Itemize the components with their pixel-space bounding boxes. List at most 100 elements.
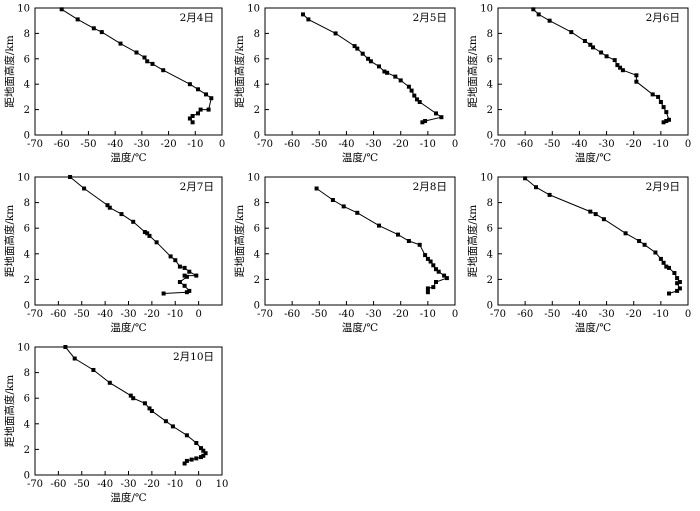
- data-point: [182, 273, 187, 278]
- data-point: [187, 269, 192, 274]
- panel-5: -70 -60 -50 -40 -30 -20 -10 0 0 2 4 6 8 10 温度/℃ 距地面高度/k…: [233, 173, 458, 335]
- data-point: [591, 45, 595, 50]
- data-point: [431, 285, 436, 290]
- data-point: [163, 419, 168, 424]
- x-axis-title: 温度/℃: [110, 321, 147, 334]
- data-point: [107, 205, 112, 210]
- data-point: [149, 409, 154, 413]
- data-point: [417, 242, 422, 247]
- data-point: [377, 223, 381, 228]
- x-tick-label: 0: [219, 139, 225, 150]
- x-tick-label: -60: [284, 309, 300, 320]
- x-axis-title: 温度/℃: [342, 321, 379, 334]
- data-point: [68, 175, 73, 179]
- data-point: [198, 107, 203, 112]
- x-axis-title: 温度/℃: [575, 151, 612, 164]
- profile-line: [532, 8, 670, 123]
- data-point: [177, 280, 182, 284]
- data-point: [615, 63, 620, 68]
- x-tick-label: -50: [74, 479, 90, 490]
- data-point: [444, 276, 449, 281]
- profile-line: [302, 14, 443, 123]
- data-point: [612, 58, 617, 63]
- data-point: [184, 458, 189, 463]
- y-tick-label: 8: [254, 29, 260, 40]
- profile-line: [61, 8, 212, 123]
- data-point: [436, 269, 441, 274]
- x-axis-title: 温度/℃: [342, 151, 379, 164]
- data-point: [406, 84, 411, 89]
- data-point: [131, 396, 136, 401]
- data-point: [184, 290, 189, 295]
- data-point: [177, 264, 182, 269]
- data-point: [377, 64, 381, 69]
- data-point: [672, 271, 677, 275]
- y-tick-label: 0: [487, 301, 493, 312]
- x-tick-label: -70: [27, 139, 43, 150]
- panel-3: -70 -60 -50 -40 -30 -20 -10 0 0 2 4 6 8 10 温度/℃ 距地面高度/k…: [466, 4, 691, 165]
- y-tick-label: 0: [254, 131, 260, 142]
- y-tick-label: 2: [487, 105, 493, 116]
- data-point: [142, 230, 147, 234]
- y-axis-title: 距地面高度/km: [466, 35, 479, 107]
- panel-date-label: 2月10日: [173, 351, 214, 363]
- data-point: [366, 56, 371, 61]
- x-tick-label: -30: [120, 309, 136, 320]
- data-point: [190, 120, 195, 125]
- data-point: [142, 55, 147, 60]
- panel-date-label: 2月8日: [413, 181, 447, 193]
- x-tick-label: -20: [144, 309, 160, 320]
- data-point: [664, 264, 669, 269]
- data-point: [425, 290, 430, 295]
- data-point: [187, 116, 192, 121]
- data-point: [588, 209, 593, 214]
- x-tick-label: -40: [97, 309, 113, 320]
- data-point: [601, 217, 606, 222]
- data-point: [154, 240, 159, 245]
- data-point: [194, 273, 199, 278]
- data-point: [134, 50, 139, 55]
- data-point: [199, 455, 203, 460]
- plot-frame: [34, 176, 223, 306]
- x-tick-label: -60: [54, 139, 70, 150]
- data-point: [677, 286, 682, 291]
- panel-date-label: 2月7日: [180, 181, 214, 193]
- data-point: [439, 115, 444, 120]
- data-point: [161, 68, 166, 73]
- x-tick-label: -20: [144, 479, 160, 490]
- data-point: [582, 39, 587, 43]
- data-point: [333, 31, 338, 36]
- y-tick-label: 0: [487, 131, 493, 142]
- y-tick-label: 4: [24, 249, 30, 260]
- x-tick-label: 0: [195, 479, 201, 490]
- data-point: [196, 111, 200, 116]
- data-point: [382, 69, 387, 74]
- x-tick-label: -30: [120, 479, 136, 490]
- x-tick-label: -20: [626, 139, 642, 150]
- data-point: [637, 239, 642, 243]
- data-point: [187, 82, 192, 87]
- plot-frame: [34, 7, 223, 136]
- x-tick-label: -40: [107, 139, 123, 150]
- data-point: [142, 401, 147, 406]
- y-tick-label: 4: [254, 249, 260, 260]
- y-tick-label: 2: [24, 105, 30, 116]
- data-point: [428, 259, 433, 264]
- data-point: [664, 110, 669, 115]
- data-point: [59, 7, 64, 12]
- x-tick-label: -30: [134, 139, 150, 150]
- y-tick-label: 2: [487, 275, 493, 286]
- y-tick-label: 10: [17, 343, 30, 354]
- y-tick-label: 10: [247, 4, 260, 15]
- data-point: [107, 380, 112, 385]
- x-tick-label: -40: [338, 309, 354, 320]
- x-tick-label: -10: [653, 309, 669, 320]
- data-point: [667, 291, 671, 296]
- y-axis-title: 距地面高度/km: [3, 35, 16, 107]
- x-tick-label: -30: [599, 309, 615, 320]
- data-point: [330, 198, 335, 202]
- y-tick-label: 8: [24, 29, 30, 40]
- x-tick-label: -70: [490, 309, 506, 320]
- y-tick-label: 6: [487, 224, 493, 235]
